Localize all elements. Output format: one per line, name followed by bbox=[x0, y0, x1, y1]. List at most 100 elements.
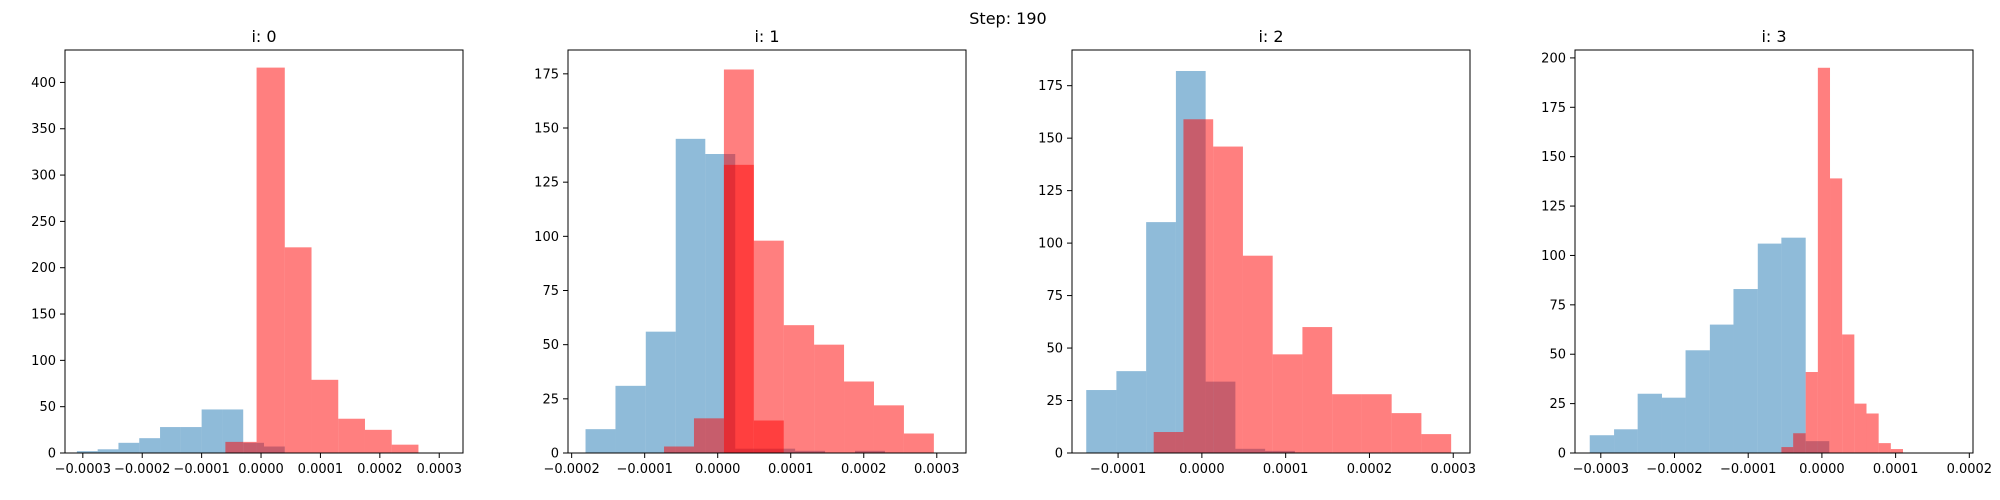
x-tick-label: 0.0003 bbox=[914, 462, 960, 477]
histogram-bar bbox=[1272, 354, 1303, 453]
histogram-bar bbox=[97, 449, 119, 453]
series-red-2 bbox=[723, 69, 934, 453]
series-red-1 bbox=[225, 67, 419, 454]
histogram-bar bbox=[364, 429, 392, 453]
x-tick-label: −0.0001 bbox=[173, 462, 229, 477]
y-tick-label: 125 bbox=[1038, 184, 1063, 199]
histogram-bar bbox=[844, 381, 874, 453]
histogram-panel-0: −0.0003 −0.0002 −0.0001 0.0000 0.0001 0.0002 0… bbox=[31, 27, 464, 477]
axes-frame bbox=[567, 49, 967, 454]
histogram-bar bbox=[1830, 178, 1843, 453]
y-tick-label: 125 bbox=[1541, 200, 1566, 215]
histogram-bar bbox=[1817, 67, 1831, 453]
series-blue-0 bbox=[1589, 237, 1830, 453]
y-tick-label: 100 bbox=[31, 354, 56, 369]
histogram-bar bbox=[664, 446, 694, 453]
histogram-bar bbox=[1242, 255, 1273, 453]
histogram-bar bbox=[1421, 434, 1452, 453]
x-tick-label: −0.0002 bbox=[114, 462, 170, 477]
x-tick-label: 0.0002 bbox=[1947, 462, 1993, 477]
x-tick-label: 0.0003 bbox=[1430, 462, 1476, 477]
histogram-bar bbox=[1116, 371, 1147, 453]
histogram-panel-2: −0.0001 0.0000 0.0001 0.0002 0.0003 0 25 50 75 10… bbox=[1038, 27, 1476, 477]
y-tick-label: 150 bbox=[534, 122, 559, 137]
x-tick-label: 0.0001 bbox=[298, 462, 344, 477]
y-tick-label: 175 bbox=[534, 67, 559, 82]
histogram-bar bbox=[1661, 397, 1686, 453]
y-tick-label: 125 bbox=[534, 176, 559, 191]
y-tick-label: 150 bbox=[1038, 132, 1063, 147]
y-tick-label: 50 bbox=[1046, 342, 1063, 357]
y-tick-label: 400 bbox=[31, 76, 56, 91]
y-tick-label: 175 bbox=[1038, 79, 1063, 94]
histogram-bar bbox=[1361, 394, 1392, 453]
x-tick-label: 0.0000 bbox=[238, 462, 284, 477]
histogram-bar bbox=[139, 438, 161, 453]
histogram-bar bbox=[391, 444, 419, 453]
panel-title: i: 0 bbox=[251, 27, 276, 46]
histogram-bar bbox=[814, 344, 845, 453]
y-tick-label: 75 bbox=[1549, 298, 1566, 313]
x-tick-label: 0.0001 bbox=[1263, 462, 1309, 477]
x-tick-label: 0.0000 bbox=[1179, 462, 1225, 477]
x-tick-label: −0.0001 bbox=[1720, 462, 1776, 477]
histogram-bar bbox=[693, 418, 724, 453]
histogram-bar bbox=[180, 427, 202, 453]
y-tick-label: 0 bbox=[1558, 447, 1566, 462]
histogram-bar bbox=[1866, 413, 1879, 453]
histogram-bar bbox=[873, 405, 904, 453]
histogram-bar bbox=[311, 379, 339, 453]
histogram-bar bbox=[753, 240, 784, 453]
histogram-bar bbox=[675, 138, 706, 454]
y-tick-label: 100 bbox=[1038, 237, 1063, 252]
y-tick-label: 350 bbox=[31, 122, 56, 137]
histogram-bar bbox=[284, 247, 312, 453]
histogram-bar bbox=[160, 427, 181, 453]
histogram-bar bbox=[338, 418, 365, 453]
histogram-bar bbox=[1781, 237, 1806, 453]
x-tick-label: 0.0003 bbox=[416, 462, 462, 477]
figure-suptitle: Step: 190 bbox=[969, 9, 1046, 28]
x-tick-label: 0.0001 bbox=[1873, 462, 1919, 477]
histogram-bar bbox=[1146, 222, 1176, 453]
y-tick-label: 50 bbox=[39, 400, 56, 415]
x-tick-label: −0.0003 bbox=[1573, 462, 1629, 477]
histogram-bar bbox=[645, 331, 676, 453]
histogram-bar bbox=[783, 325, 815, 453]
x-tick-label: 0.0000 bbox=[695, 462, 741, 477]
x-tick-label: 0.0002 bbox=[357, 462, 403, 477]
y-tick-label: 0 bbox=[1055, 447, 1063, 462]
histogram-bar bbox=[201, 409, 223, 453]
y-tick-label: 150 bbox=[31, 308, 56, 323]
histogram-bar bbox=[1213, 146, 1243, 454]
histogram-bar bbox=[118, 442, 140, 453]
histogram-bar bbox=[1878, 443, 1891, 453]
x-tick-label: −0.0001 bbox=[616, 462, 672, 477]
histogram-bar bbox=[1842, 334, 1855, 453]
x-tick-label: 0.0002 bbox=[1347, 462, 1393, 477]
histogram-bar bbox=[585, 429, 616, 453]
histogram-bar bbox=[1793, 433, 1806, 453]
histogram-bar bbox=[615, 385, 646, 453]
histogram-bar bbox=[1589, 435, 1615, 453]
y-tick-label: 100 bbox=[1541, 249, 1566, 264]
histogram-bar bbox=[1153, 432, 1184, 453]
histogram-bar bbox=[1709, 324, 1734, 453]
histogram-panel-1: −0.0002 −0.0001 0.0000 0.0001 0.0002 0.0003 0 2… bbox=[534, 27, 967, 477]
x-tick-label: 0.0000 bbox=[1799, 462, 1845, 477]
y-tick-label: 150 bbox=[1541, 150, 1566, 165]
histogram-bar bbox=[903, 433, 934, 453]
histogram-bar bbox=[1781, 447, 1794, 453]
y-tick-label: 25 bbox=[1549, 397, 1566, 412]
histogram-bar bbox=[1391, 413, 1422, 453]
x-tick-label: −0.0002 bbox=[543, 462, 599, 477]
x-tick-label: −0.0002 bbox=[1646, 462, 1702, 477]
histogram-bar bbox=[76, 451, 98, 453]
y-tick-label: 100 bbox=[534, 230, 559, 245]
histogram-bar bbox=[1757, 243, 1782, 453]
axes-frame bbox=[1071, 49, 1471, 454]
y-tick-label: 0 bbox=[48, 447, 56, 462]
y-tick-label: 25 bbox=[542, 392, 559, 407]
histogram-bar bbox=[723, 69, 754, 453]
histogram-bar bbox=[1614, 429, 1638, 453]
